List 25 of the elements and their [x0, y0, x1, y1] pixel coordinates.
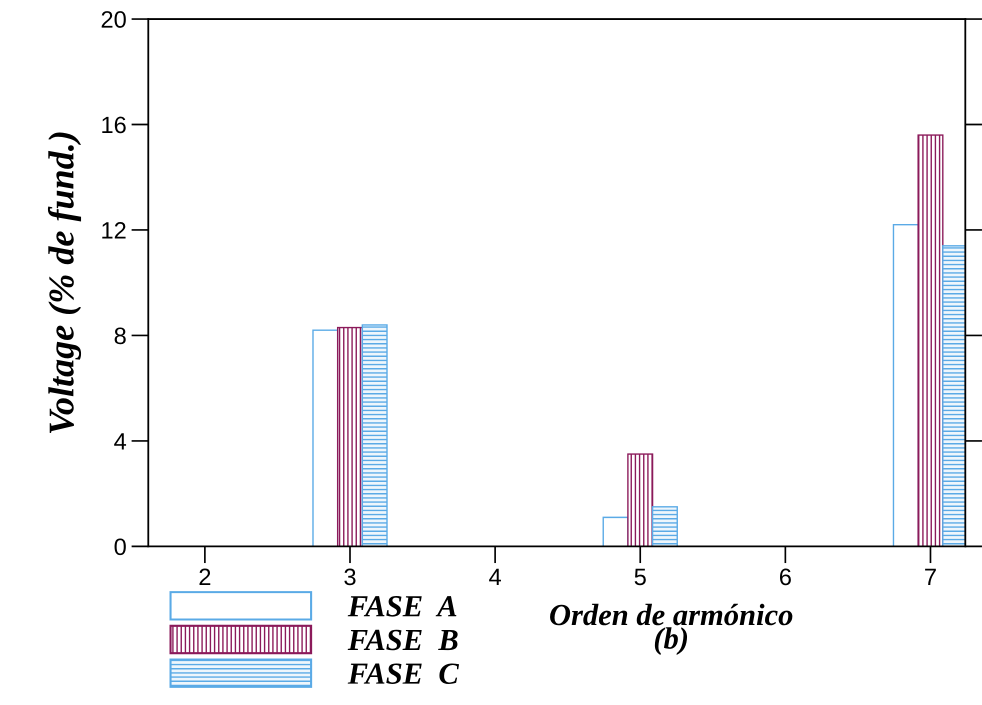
x-tick-label: 3	[344, 568, 356, 586]
y-tick-label: 8	[114, 328, 126, 344]
bar	[362, 324, 388, 546]
bar	[336, 326, 364, 546]
bar	[917, 134, 944, 546]
x-tick-label: 2	[200, 568, 210, 586]
x-tick-label: 4	[489, 568, 501, 586]
y-tick-label: 12	[102, 222, 126, 239]
legend-label: FASE A	[348, 596, 456, 617]
bar	[652, 506, 678, 546]
x-tick-label: 7	[925, 568, 936, 586]
y-tick-label: 4	[114, 433, 126, 450]
y-tick-label: 16	[102, 116, 126, 134]
y-axis-title: Voltage (% de fund.)	[48, 132, 82, 434]
legend-label: FASE B	[348, 630, 458, 650]
x-tick-label: 5	[634, 568, 646, 586]
bar	[627, 453, 654, 546]
y-tick-label: 0	[114, 538, 126, 556]
x-tick-label: 6	[780, 568, 791, 586]
bar	[602, 516, 629, 546]
x-axis-title: Orden de armónico (b)	[550, 604, 792, 655]
bar	[312, 329, 338, 546]
y-tick-label: 20	[102, 11, 126, 28]
legend-label: FASE C	[348, 663, 460, 684]
bar	[892, 224, 919, 546]
